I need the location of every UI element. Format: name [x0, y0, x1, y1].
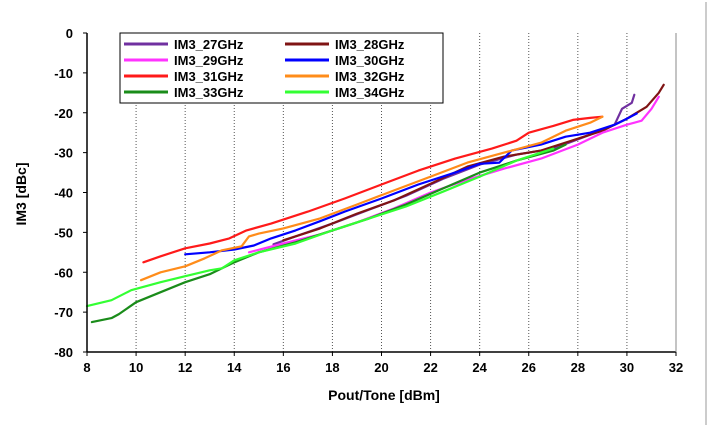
series-line-im3-30ghz [184, 112, 638, 256]
y-tick-label--30: -30 [54, 146, 73, 161]
x-tick-label-14: 14 [227, 360, 242, 375]
series-line-im3-27ghz [272, 93, 636, 246]
series-line-im3-32ghz [139, 115, 604, 282]
legend-label-im3-32ghz: IM3_32GHz [335, 69, 405, 84]
legend-label-im3-30ghz: IM3_30GHz [335, 53, 405, 68]
x-tick-label-32: 32 [669, 360, 683, 375]
series-line-im3-28ghz [282, 83, 665, 242]
x-tick-label-12: 12 [178, 360, 192, 375]
y-tick-label--20: -20 [54, 106, 73, 121]
legend-label-im3-28ghz: IM3_28GHz [335, 37, 405, 52]
x-tick-label-26: 26 [522, 360, 536, 375]
y-tick-label-0: 0 [66, 26, 73, 41]
y-axis-label: IM3 [dBc] [13, 163, 29, 226]
x-tick-label-18: 18 [325, 360, 339, 375]
x-tick-label-30: 30 [620, 360, 634, 375]
legend-label-im3-33ghz: IM3_33GHz [174, 85, 244, 100]
y-tick-label--50: -50 [54, 225, 73, 240]
lines-layer [85, 83, 665, 324]
legend-box [119, 32, 444, 104]
y-tick-label--70: -70 [54, 305, 73, 320]
x-tick-label-16: 16 [276, 360, 290, 375]
legend-label-im3-27ghz: IM3_27GHz [174, 37, 244, 52]
x-tick-label-28: 28 [571, 360, 585, 375]
y-tick-label--10: -10 [54, 66, 73, 81]
y-tick-label--40: -40 [54, 186, 73, 201]
y-tick-label--80: -80 [54, 345, 73, 360]
x-tick-label-8: 8 [83, 360, 90, 375]
legend-label-im3-29ghz: IM3_29GHz [174, 53, 244, 68]
x-axis-label: Pout/Tone [dBm] [328, 387, 440, 403]
series-line-im3-34ghz [85, 147, 555, 308]
legend-label-im3-31ghz: IM3_31GHz [174, 69, 244, 84]
series-line-im3-31ghz [142, 115, 604, 264]
x-tick-label-10: 10 [129, 360, 143, 375]
x-tick-label-22: 22 [423, 360, 437, 375]
legend-label-im3-34ghz: IM3_34GHz [335, 85, 405, 100]
x-tick-label-24: 24 [472, 360, 487, 375]
y-tick-label--60: -60 [54, 265, 73, 280]
x-tick-label-20: 20 [374, 360, 388, 375]
ticks-layer: 8 10 12 14 16 18 20 22 24 26 28 30 32 0 -10 -20 -30 -40 -5… [54, 26, 683, 375]
